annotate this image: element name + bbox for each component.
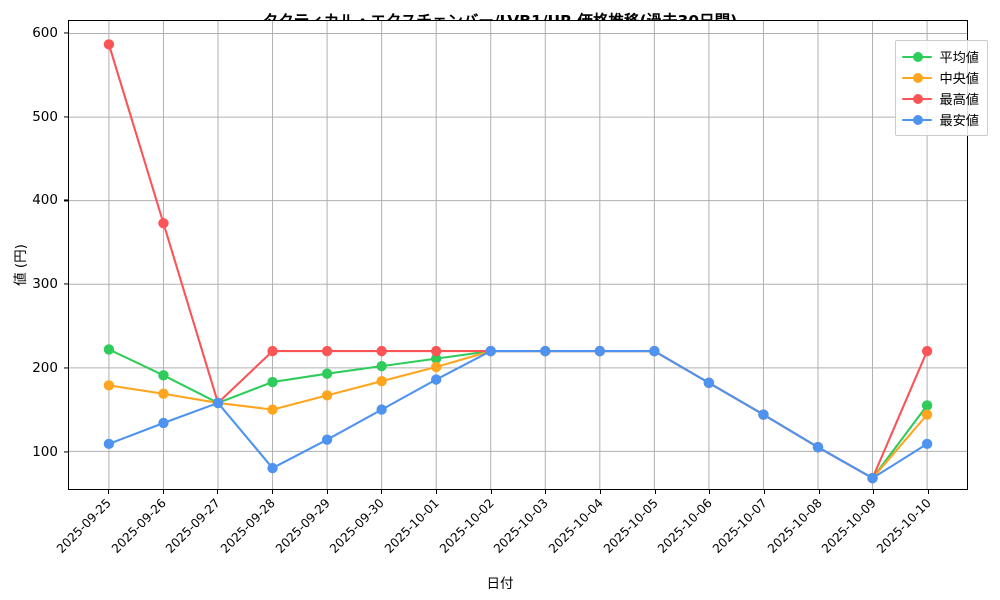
plot-area — [68, 20, 968, 490]
x-axis-title: 日付 — [486, 576, 514, 592]
x-tick-mark — [326, 490, 328, 494]
x-tick-label: 2025-10-06 — [655, 496, 716, 556]
y-tick-label: 600 — [32, 24, 58, 41]
y-tick-label: 100 — [32, 444, 58, 461]
x-tick-label: 2025-09-28 — [217, 496, 278, 556]
x-tick-label: 2025-10-02 — [436, 496, 497, 556]
x-tick-mark — [381, 490, 383, 494]
x-tick-mark — [108, 490, 110, 494]
x-tick-label: 2025-10-09 — [819, 496, 880, 556]
x-tick-mark — [545, 490, 547, 494]
y-tick-mark — [64, 115, 68, 118]
legend-label: 平均値 — [939, 51, 979, 66]
x-tick-mark — [873, 490, 875, 494]
data-series-layer — [103, 39, 933, 484]
x-tick-mark — [654, 490, 656, 494]
y-tick-mark — [64, 451, 68, 453]
legend-swatch-icon — [902, 93, 933, 105]
y-tick-mark — [64, 32, 68, 34]
x-tick-label: 2025-10-03 — [491, 496, 552, 556]
legend-label: 最高値 — [939, 93, 979, 108]
legend-item-最安値[interactable]: 最安値 — [902, 109, 979, 130]
x-tick-label: 2025-09-26 — [108, 496, 169, 556]
y-tick-mark — [64, 283, 68, 285]
series-最安値 — [103, 345, 933, 484]
legend-item-平均値[interactable]: 平均値 — [902, 46, 979, 67]
legend-item-最高値[interactable]: 最高値 — [902, 88, 979, 109]
legend-label: 最安値 — [939, 114, 979, 129]
x-tick-label: 2025-09-29 — [272, 496, 333, 556]
y-tick-label: 500 — [32, 108, 58, 125]
x-tick-label: 2025-10-08 — [764, 496, 825, 556]
x-tick-label: 2025-09-30 — [327, 496, 388, 556]
x-tick-label: 2025-09-27 — [163, 496, 224, 556]
chart-legend: 平均値中央値最高値最安値 — [895, 40, 988, 136]
x-tick-mark — [764, 490, 766, 494]
x-tick-mark — [928, 490, 930, 494]
x-tick-mark — [217, 490, 219, 494]
x-tick-label: 2025-10-07 — [709, 496, 770, 556]
x-tick-mark — [272, 490, 274, 494]
x-tick-label: 2025-10-04 — [545, 496, 606, 556]
series-最高値 — [103, 39, 933, 484]
x-tick-mark — [162, 490, 164, 494]
x-tick-label: 2025-10-10 — [873, 496, 934, 556]
y-tick-label: 200 — [32, 360, 58, 377]
x-tick-mark — [490, 490, 492, 494]
legend-swatch-icon — [902, 114, 933, 126]
x-tick-label: 2025-10-05 — [600, 496, 661, 556]
y-tick-label: 400 — [32, 192, 58, 209]
y-tick-mark — [64, 367, 68, 369]
legend-item-中央値[interactable]: 中央値 — [902, 67, 979, 88]
x-axis-tick-labels: 2025-09-25 2025-09-26 2025-09-27 2025-09-28… — [0, 490, 1000, 570]
legend-swatch-icon — [902, 72, 933, 84]
x-tick-mark — [818, 490, 820, 494]
y-tick-mark — [64, 199, 68, 201]
x-tick-label: 2025-10-01 — [381, 496, 442, 556]
legend-swatch-icon — [902, 51, 933, 63]
legend-label: 中央値 — [939, 72, 979, 87]
y-axis-tick-labels: 100 200 300 400 500 600 — [0, 20, 68, 490]
y-tick-label: 300 — [32, 276, 58, 293]
x-tick-mark — [709, 490, 711, 494]
x-tick-label: 2025-09-25 — [53, 496, 114, 556]
x-tick-mark — [600, 490, 602, 494]
x-tick-mark — [436, 490, 438, 494]
